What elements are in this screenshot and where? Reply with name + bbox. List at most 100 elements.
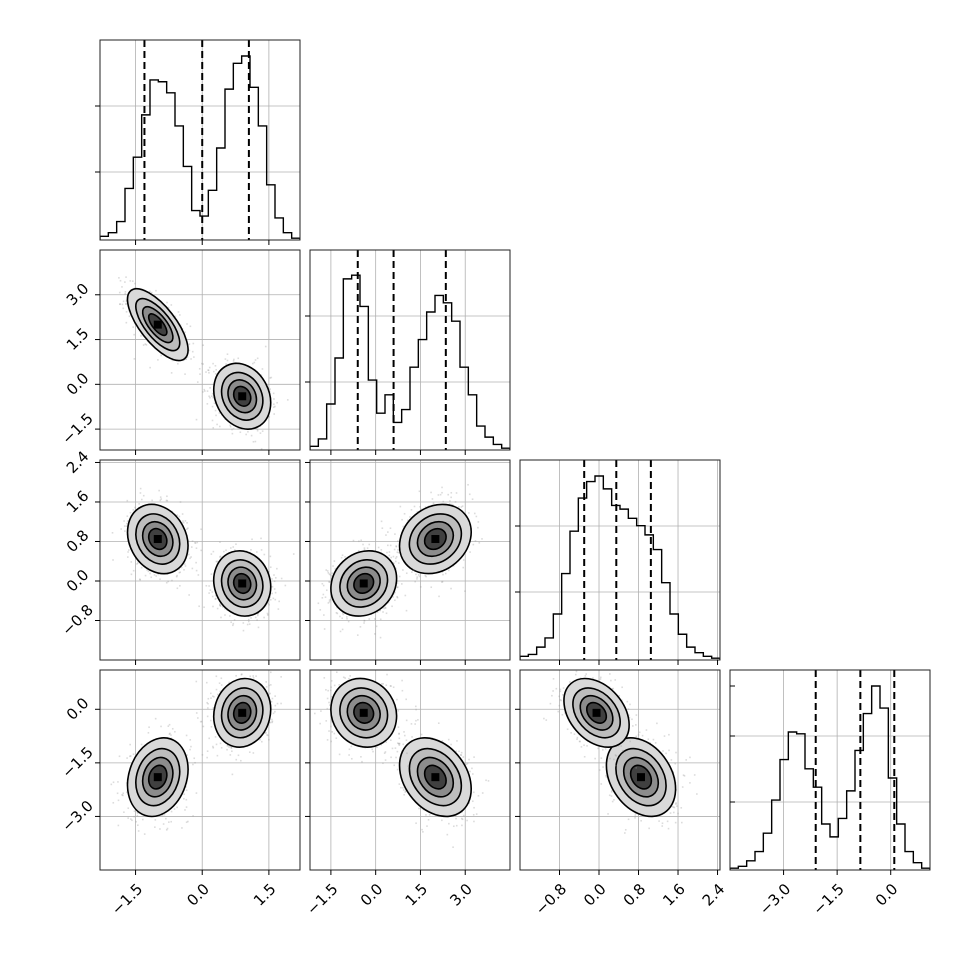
sample-point <box>212 605 214 608</box>
sample-point <box>274 710 276 713</box>
contour-line <box>135 747 181 807</box>
sample-point <box>111 532 114 534</box>
sample-point <box>184 331 186 334</box>
sample-point <box>450 491 453 494</box>
sample-point <box>472 543 475 546</box>
sample-point <box>112 801 115 804</box>
sample-point <box>380 549 383 551</box>
sample-point <box>263 616 265 619</box>
sample-point <box>478 542 481 544</box>
sample-point <box>185 734 188 737</box>
sample-point <box>324 596 327 599</box>
sample-point <box>211 595 214 598</box>
sample-point <box>209 589 212 591</box>
contour-line <box>147 527 168 551</box>
sample-point <box>207 369 209 371</box>
sample-point <box>214 736 217 738</box>
sample-point <box>261 368 264 370</box>
sample-point <box>229 424 231 427</box>
sample-point <box>194 541 196 544</box>
sample-point <box>169 732 171 735</box>
sample-point <box>194 761 196 764</box>
sample-point <box>231 432 234 435</box>
sample-point <box>471 498 474 501</box>
sample-point <box>122 794 124 797</box>
sample-point <box>209 387 211 389</box>
sample-point <box>166 499 169 502</box>
contour-line <box>126 737 189 818</box>
sample-point <box>260 448 263 450</box>
sample-point <box>266 614 269 616</box>
sample-point <box>203 606 205 609</box>
sample-point <box>481 538 483 540</box>
sample-point <box>405 609 408 612</box>
sample-point <box>216 754 219 757</box>
sample-point <box>184 565 187 567</box>
sample-point <box>375 625 378 628</box>
sample-point <box>185 786 187 788</box>
sample-point <box>212 362 214 365</box>
sample-point <box>395 567 397 570</box>
sample-point <box>225 549 227 552</box>
sample-point <box>178 571 181 574</box>
sample-point <box>151 499 153 502</box>
sample-point <box>402 525 405 528</box>
sample-point <box>329 574 332 576</box>
sample-point <box>165 499 168 502</box>
sample-point <box>247 620 250 623</box>
sample-point <box>384 607 387 609</box>
sample-point <box>142 494 145 497</box>
sample-point <box>345 616 348 618</box>
sample-point <box>341 617 344 620</box>
sample-point <box>219 541 221 543</box>
sample-point <box>450 587 452 590</box>
sample-point <box>210 573 213 575</box>
sample-point <box>254 616 257 619</box>
sample-point <box>170 810 173 813</box>
sample-point <box>352 539 355 542</box>
sample-point <box>183 568 185 571</box>
sample-point <box>186 754 188 756</box>
sample-point <box>391 605 393 608</box>
sample-point <box>424 574 427 577</box>
sample-point <box>202 344 205 347</box>
sample-point <box>418 490 421 493</box>
sample-point <box>411 571 413 573</box>
sample-point <box>174 730 176 733</box>
sample-point <box>268 738 270 741</box>
contour-line <box>408 513 463 565</box>
sample-point <box>185 789 188 792</box>
sample-point <box>140 566 143 569</box>
sample-point <box>211 591 214 593</box>
sample-point <box>197 574 200 576</box>
sample-point <box>224 608 226 610</box>
sample-point <box>210 697 212 699</box>
sample-point <box>132 753 135 756</box>
y-tick-label: 3.0 <box>63 280 93 310</box>
sample-point <box>224 614 226 616</box>
sample-point <box>257 614 259 617</box>
sample-point <box>168 733 171 735</box>
sample-point <box>393 548 396 551</box>
sample-point <box>362 543 364 546</box>
sample-point <box>128 549 130 551</box>
sample-point <box>363 619 366 622</box>
sample-point <box>192 815 194 817</box>
sample-point <box>467 483 469 486</box>
sample-point <box>395 545 398 548</box>
sample-point <box>184 373 186 375</box>
sample-point <box>401 583 403 585</box>
sample-point <box>396 595 398 598</box>
sample-point <box>252 677 255 679</box>
sample-point <box>116 792 119 795</box>
sample-point <box>448 503 451 505</box>
sample-point <box>136 814 139 817</box>
sample-point <box>438 595 440 598</box>
sample-point <box>170 372 173 374</box>
sample-point <box>158 489 160 492</box>
sample-point <box>267 602 269 605</box>
sample-point <box>336 612 339 615</box>
sample-point <box>458 505 460 508</box>
sample-point <box>336 606 338 609</box>
sample-point <box>168 723 171 726</box>
